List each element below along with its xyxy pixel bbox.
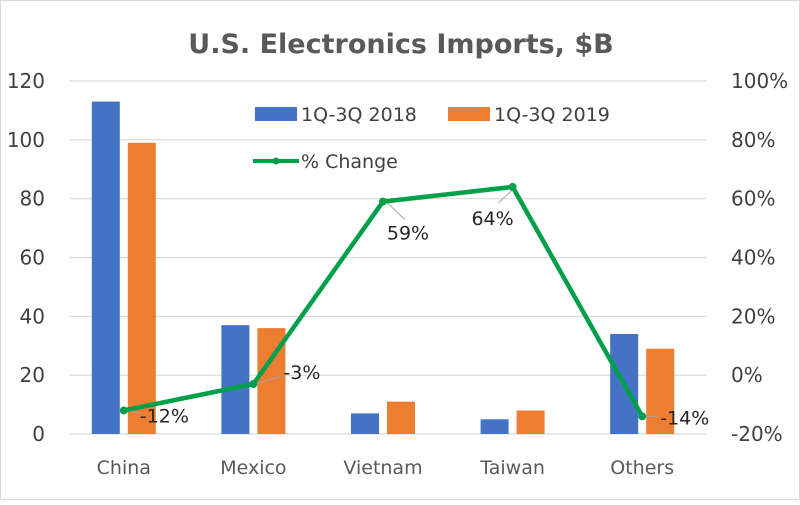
bar-1q-3q-2018-china [91, 101, 120, 434]
line-series [119, 182, 647, 421]
right-tick-label: -20% [731, 422, 783, 446]
chart-title: U.S. Electronics Imports, $B [188, 29, 613, 60]
category-label-others: Others [610, 457, 674, 479]
bar-1q-3q-2018-taiwan [480, 419, 509, 434]
right-tick-label: 0% [731, 363, 763, 387]
data-label-taiwan: 64% [471, 208, 513, 230]
right-tick-label: 80% [731, 128, 775, 152]
right-tick-label: 60% [731, 187, 775, 211]
left-axis: 0 20 40 60 80 100 120 [7, 69, 45, 446]
left-tick-label: 0 [32, 422, 45, 446]
right-tick-label: 20% [731, 304, 775, 328]
bar-1q-3q-2018-vietnam [351, 413, 379, 434]
bar-1q-3q-2019-vietnam [387, 401, 415, 434]
leader-line [385, 201, 406, 220]
legend-marker-pct-change [272, 157, 280, 165]
bar-1q-3q-2019-china [127, 142, 156, 434]
left-tick-label: 40 [20, 304, 45, 328]
data-labels: -12% -3% 59% 64% -14% [140, 208, 709, 429]
pct-change-point-taiwan [508, 182, 517, 191]
left-tick-label: 80 [20, 187, 45, 211]
left-tick-label: 20 [20, 363, 45, 387]
data-label-others: -14% [660, 407, 709, 429]
legend-swatch-2019 [448, 107, 490, 121]
bar-1q-3q-2019-others [646, 348, 675, 434]
right-tick-label: 40% [731, 246, 775, 270]
left-tick-label: 60 [20, 246, 45, 270]
pct-change-line [123, 184, 645, 418]
bar-1q-3q-2018-mexico [221, 325, 250, 434]
leader-line [256, 375, 282, 385]
data-label-china: -12% [140, 405, 189, 427]
legend-label-pct-change: % Change [301, 151, 398, 173]
legend: 1Q-3Q 2018 1Q-3Q 2019 % Change [253, 104, 610, 173]
pct-change-point-vietnam [379, 197, 387, 206]
gridlines [69, 80, 707, 435]
bar-1q-3q-2019-taiwan [516, 410, 545, 434]
label-leader-lines [126, 186, 659, 417]
data-label-vietnam: 59% [387, 223, 429, 245]
category-label-mexico: Mexico [220, 457, 286, 479]
right-tick-label: 100% [731, 69, 788, 93]
legend-swatch-2018 [255, 107, 297, 121]
left-tick-label: 120 [7, 69, 45, 93]
pct-change-point-china [119, 406, 128, 415]
legend-label-2018: 1Q-3Q 2018 [301, 104, 417, 126]
category-label-vietnam: Vietnam [343, 457, 422, 479]
legend-label-2019: 1Q-3Q 2019 [494, 104, 610, 126]
data-label-mexico: -3% [283, 362, 320, 384]
category-label-china: China [97, 457, 151, 479]
category-axis: China Mexico Vietnam Taiwan Others [97, 457, 674, 479]
right-axis: -20% 0% 20% 40% 60% 80% 100% [731, 69, 788, 446]
pct-change-point-others [638, 412, 647, 421]
left-tick-label: 100 [7, 128, 45, 152]
pct-change-point-mexico [249, 379, 258, 388]
category-label-taiwan: Taiwan [479, 457, 545, 479]
